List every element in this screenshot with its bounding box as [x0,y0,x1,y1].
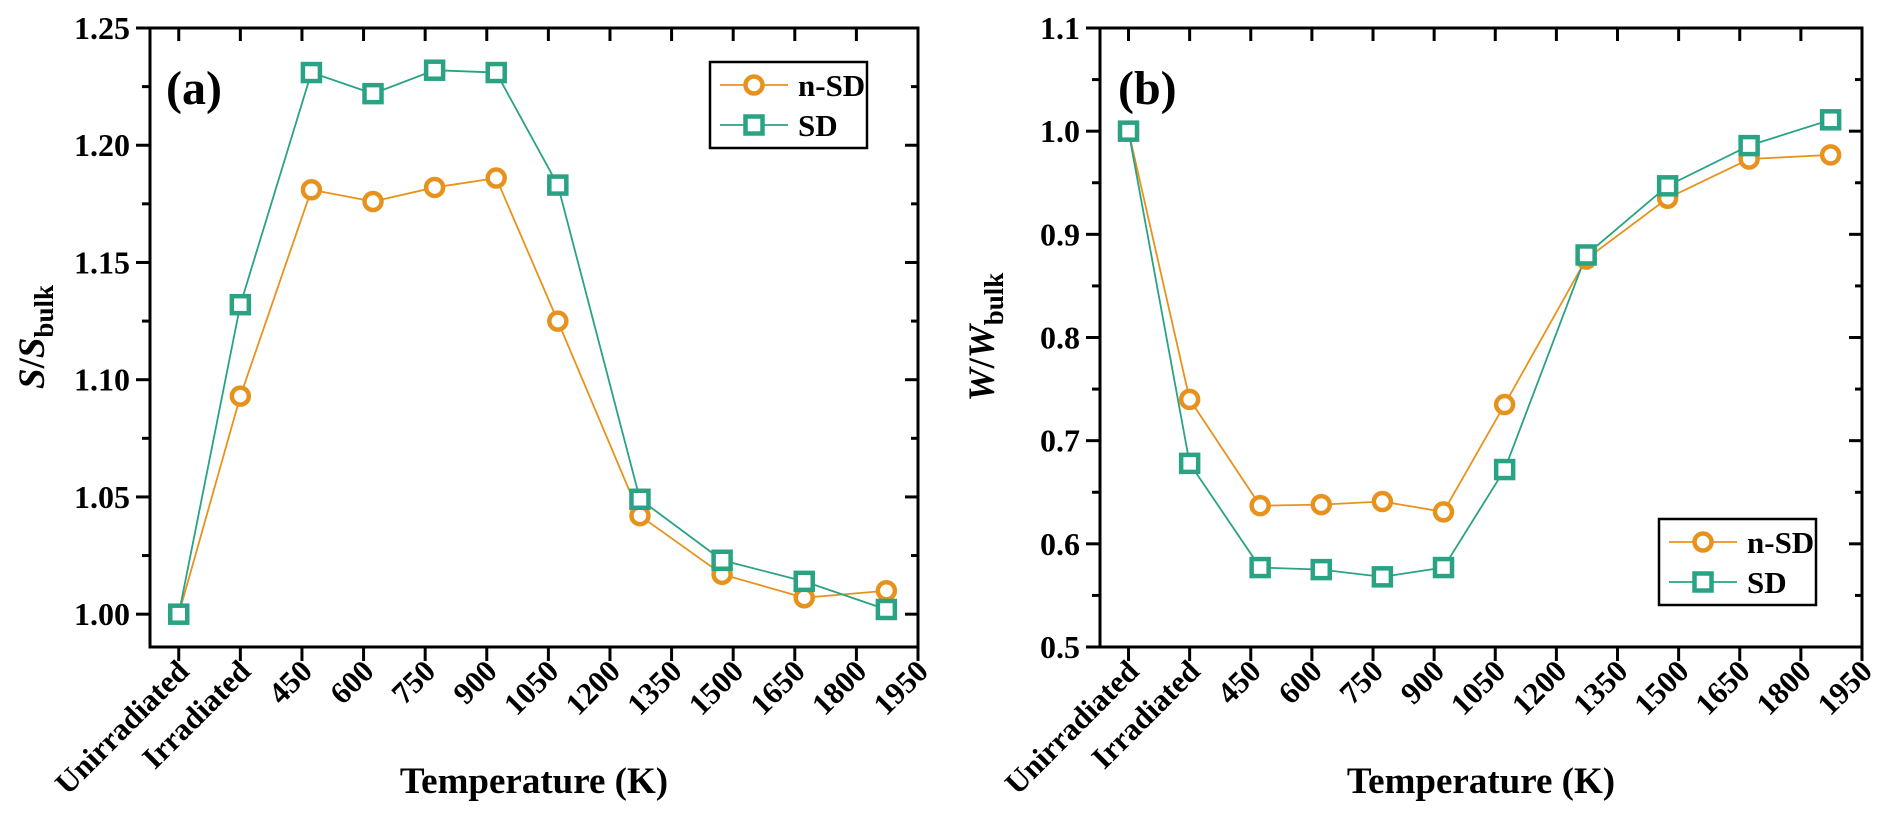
panel-b-legend: n-SD SD [1657,517,1818,607]
panel-b-series-n-SD-marker [1310,493,1333,516]
panel-b-series-SD-marker [1738,134,1760,157]
panel-b-y-tick-label: 0.6 [1040,526,1080,562]
panel-a-series-SD-marker [547,174,569,196]
panel-a-series-n-SD-marker [485,167,507,189]
panel-a-series-n-SD-marker [229,385,252,407]
panel-b-series-SD-marker [1178,452,1201,475]
panel-a-series-n-SD-marker [300,179,323,201]
panel-a-series-SD-marker [229,293,252,316]
panel-b-series-SD-marker [1656,175,1679,197]
panel-b-x-tick-label: 450 [1210,653,1268,711]
panel-b-series-SD-marker [1819,109,1842,131]
panel-b-x-tick-label: 900 [1393,653,1451,711]
panel-b-x-tick-label: 1350 [1566,653,1635,722]
panel-a-label: (a) [166,62,222,115]
panel-b-series-SD-marker [1117,120,1140,142]
panel-b-x-tick-label: 1650 [1688,653,1757,722]
panel-a-legend-circle-icon [743,74,765,96]
panel-a-x-tick-label: 450 [261,653,319,711]
panel-b-series-SD-marker [1310,558,1333,581]
panel-a-series-SD-marker [793,570,815,593]
panel-a-series-SD-marker [711,549,733,571]
panel-b-x-tick-label: 1950 [1810,653,1879,722]
panel-a-x-tick-label: 1800 [805,653,874,722]
panel-a-legend-label: SD [798,108,838,143]
panel-b-series-SD-marker [1493,458,1516,481]
panel-b-legend-circle-icon [1692,531,1714,553]
panel-a-x-tick-label: 1650 [743,653,812,722]
panel-b-series-n-SD-marker [1493,393,1516,416]
panel-a-y-axis-title: S/Sbulk [12,285,59,389]
panel-a-y-tick-label: 1.20 [74,127,130,163]
panel-a-legend: n-SD SD [708,60,869,150]
panel-b-legend-square-icon [1692,571,1714,593]
panel-a-series-SD-line [177,69,887,615]
panel-b-y-axis-title: W/Wbulk [962,273,1009,402]
panel-b-y-tick-label: 0.5 [1040,629,1080,665]
panel-a-x-tick-label: 1500 [682,653,751,722]
panel-b-series-n-SD-marker [1249,494,1271,517]
panel-a-y-tick-label: 1.25 [74,10,130,46]
panel-a-series-SD-marker [423,59,446,81]
panel-a-x-tick-label: 1200 [558,653,627,722]
panel-a-series-n-SD-marker [423,176,446,199]
panel-b-x-tick-label: 1050 [1444,653,1513,722]
panel-a-x-tick-label: 750 [384,653,442,711]
panel-a-series-SD-marker [875,598,898,621]
panel-a-series-n-SD-line [177,177,887,615]
panel-b-x-tick-label: 750 [1332,653,1390,711]
panel-b-series-SD-marker [1371,566,1394,588]
panel-a-x-tick-label: 1950 [866,653,935,722]
panel-a-frame [148,26,920,649]
panel-a-y-tick-label: 1.10 [74,362,130,398]
panel-a-series-n-SD-marker [875,579,898,602]
panel-b-y-tick-label: 0.7 [1040,423,1080,459]
panel-b-series-SD-line [1127,118,1831,578]
panel-b-legend-label: SD [1747,565,1787,600]
panel-b-series-n-SD-marker [1819,144,1842,166]
panel-b-series-SD-marker [1432,556,1455,579]
panel-a-series-SD-marker [167,603,190,625]
panel-a-y-tick-label: 1.00 [74,596,130,632]
panel-b-x-tick-label: 1500 [1627,653,1696,722]
panel-b-x-axis-title: Temperature (K) [1347,761,1615,802]
panel-a-series-n-SD-marker [547,310,569,332]
panel-b-y-tick-label: 1.1 [1040,10,1080,46]
panel-a-x-tick-label: 1050 [497,653,566,722]
panel-a-series-SD-marker [629,488,651,511]
panel-a-y-tick-label: 1.05 [74,479,130,515]
panel-a-series-SD-marker [485,61,507,84]
panel-a-series-SD-marker [300,61,323,84]
panel-b-y-tick-label: 1.0 [1040,113,1080,149]
panel-b-y-tick-label: 0.9 [1040,216,1080,252]
panel-a-legend-square-icon [743,114,765,136]
panel-b-label: (b) [1118,62,1177,115]
panel-b-series-SD-marker [1575,244,1597,266]
panel-b-x-tick-label: 600 [1271,653,1329,711]
panel-b-x-tick-label: 1200 [1505,653,1574,722]
panel-b-x-tick-label: 1800 [1749,653,1818,722]
panel-a-legend-label: n-SD [798,68,865,103]
panel-a-series-SD-marker [362,82,384,105]
panel-b-legend-label: n-SD [1747,525,1814,560]
panel-a-series-n-SD-marker [362,190,384,213]
panel-a-y-tick-label: 1.15 [74,244,130,280]
panel-b-y-tick-label: 0.8 [1040,320,1080,356]
panel-a-x-tick-label: 1350 [620,653,689,722]
panel-a-x-axis-title: Temperature (K) [400,761,668,802]
panel-b-series-n-SD-marker [1371,490,1394,513]
panel-b-legend-box [1657,517,1818,607]
panel-a-x-tick-label: 900 [446,653,504,711]
panel-b-series-n-SD-marker [1178,388,1201,411]
panel-a-legend-box [708,60,869,150]
panel-b-series-n-SD-line [1127,130,1831,513]
panel-a-x-tick-label: 600 [323,653,381,711]
panel-b-series-n-SD-marker [1432,501,1455,523]
panel-b-series-SD-marker [1249,556,1271,579]
